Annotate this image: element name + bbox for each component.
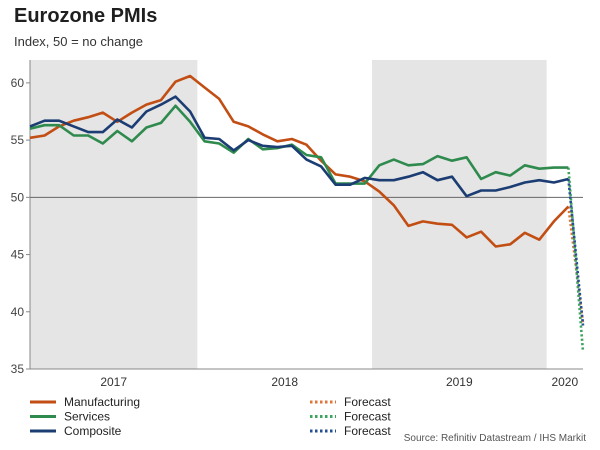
legend-label: Composite (64, 424, 122, 438)
x-tick-label: 2019 (446, 375, 473, 389)
series-line-services (29, 104, 569, 185)
source-note: Source: Refinitiv Datastream / IHS Marki… (403, 433, 586, 444)
y-tick-label: 45 (11, 248, 25, 262)
y-tick-label: 55 (11, 133, 25, 147)
x-tick-label: 2018 (271, 375, 298, 389)
chart-title: Eurozone PMIs (14, 5, 158, 27)
x-tick-label: 2020 (551, 375, 578, 389)
y-tick-label: 40 (11, 305, 25, 319)
y-tick-label: 35 (11, 362, 25, 376)
chart-subtitle: Index, 50 = no change (14, 34, 144, 49)
legend-label: Forecast (344, 395, 391, 409)
series-line-composite (29, 95, 569, 198)
x-tick-label: 2017 (100, 375, 127, 389)
y-tick-label: 50 (11, 190, 25, 204)
year-band-2017 (30, 60, 198, 369)
year-band-2019 (371, 60, 547, 369)
y-tick-label: 60 (11, 76, 25, 90)
legend-label: Forecast (344, 424, 391, 438)
legend-label: Services (64, 410, 110, 424)
legend-label: Manufacturing (64, 395, 140, 409)
legend-label: Forecast (344, 410, 391, 424)
